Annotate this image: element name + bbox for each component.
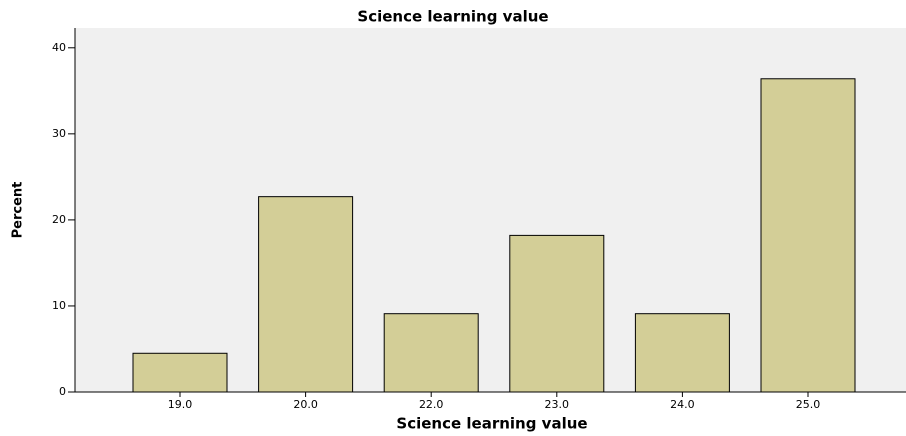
bar	[760, 78, 856, 393]
y-tick-label: 20	[52, 213, 66, 226]
bar	[509, 234, 605, 393]
x-tick-label: 23.0	[545, 398, 570, 411]
y-axis-label: Percent	[11, 182, 26, 239]
y-tick-label: 0	[59, 385, 66, 398]
bar	[634, 313, 730, 393]
y-tick-label: 30	[52, 127, 66, 140]
y-tick-label: 40	[52, 41, 66, 54]
bar	[258, 196, 354, 393]
bar	[132, 352, 228, 393]
bar	[383, 313, 479, 393]
x-tick-label: 22.0	[419, 398, 444, 411]
x-tick-label: 25.0	[796, 398, 821, 411]
x-axis-label: Science learning value	[396, 415, 587, 433]
y-tick-label: 10	[52, 299, 66, 312]
chart-title: Science learning value	[357, 8, 548, 26]
x-tick-label: 19.0	[168, 398, 193, 411]
x-tick-label: 24.0	[670, 398, 695, 411]
x-tick-label: 20.0	[293, 398, 318, 411]
